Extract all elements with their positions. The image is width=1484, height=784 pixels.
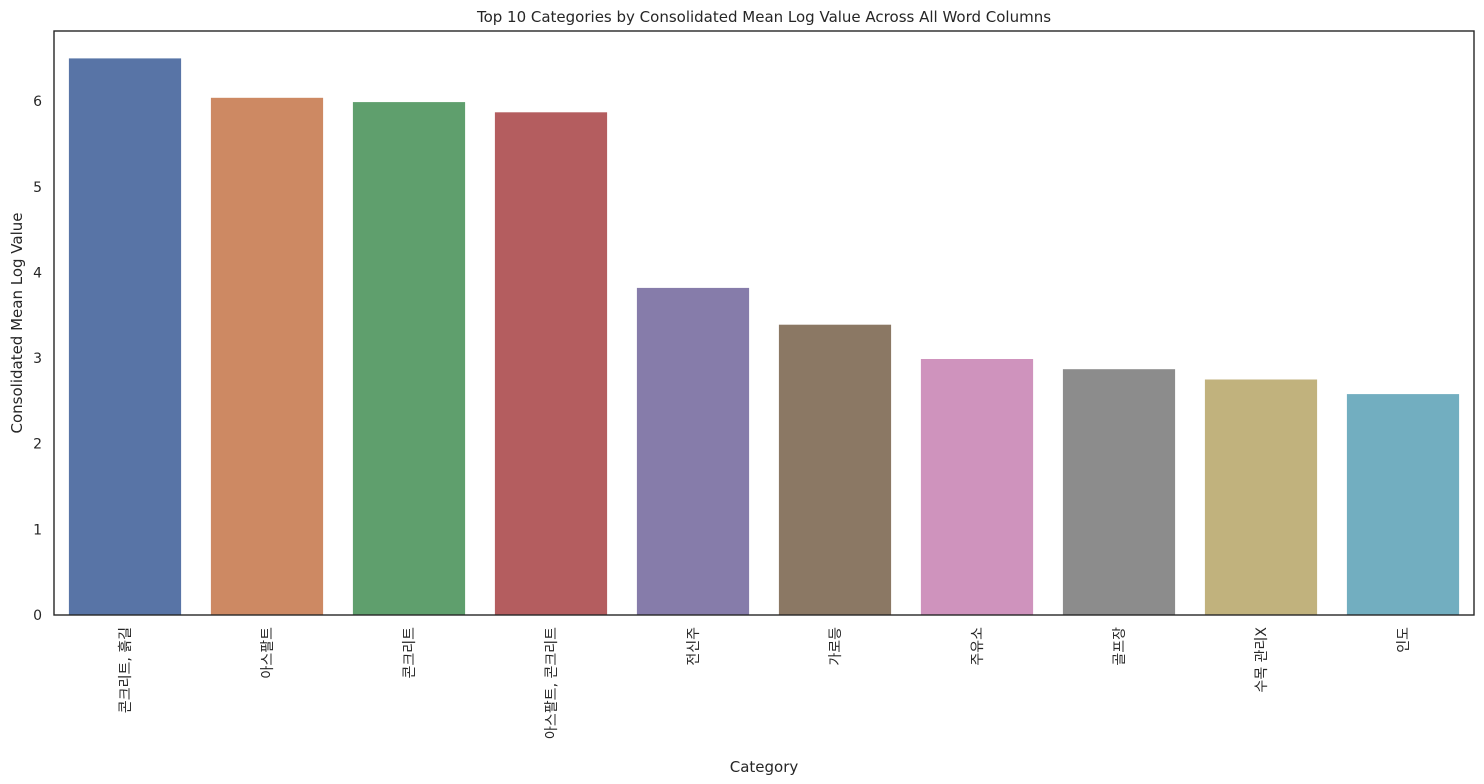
y-tick-label: 1 (33, 522, 42, 538)
y-tick-label: 2 (33, 437, 42, 453)
x-tick-label: 아스팔트, 콘크리트 (544, 627, 560, 739)
chart-title: Top 10 Categories by Consolidated Mean L… (476, 8, 1051, 26)
x-tick-label: 아스팔트 (260, 627, 276, 679)
x-tick-label: 콘크리트, 흙길 (118, 627, 134, 713)
x-axis-label: Category (730, 758, 799, 776)
y-tick-label: 5 (33, 180, 42, 196)
x-tick-label: 주유소 (970, 627, 986, 666)
x-tick-label: 전신주 (686, 627, 702, 666)
x-tick-label: 인도 (1396, 627, 1412, 653)
x-tick-label: 골프장 (1112, 627, 1128, 666)
y-axis-label: Consolidated Mean Log Value (8, 213, 26, 434)
bar-5 (636, 287, 750, 615)
y-tick-label: 4 (33, 266, 42, 282)
x-tick-label: 수목 관리X (1254, 627, 1270, 693)
bar-4 (494, 112, 608, 616)
y-tick-label: 6 (33, 94, 42, 110)
bar-2 (210, 97, 324, 616)
bar-3 (352, 102, 466, 616)
bar-8 (1062, 369, 1176, 615)
bar-9 (1204, 379, 1318, 615)
y-axis-ticks: 0 1 2 3 4 5 6 (33, 94, 42, 624)
y-tick-label: 0 (33, 608, 42, 624)
y-tick-label: 3 (33, 351, 42, 367)
x-tick-label: 가로등 (828, 627, 844, 666)
bar-6 (778, 324, 892, 615)
x-axis-ticks: 콘크리트, 흙길 아스팔트 콘크리트 아스팔트, 콘크리트 전신주 가로등 주유소 골프장 수목… (118, 627, 1412, 739)
bar-1 (68, 58, 182, 615)
bar-10 (1346, 394, 1460, 615)
x-tick-label: 콘크리트 (402, 627, 418, 679)
plot-frame (53, 30, 1475, 616)
bars-group (68, 58, 1460, 616)
bar-7 (920, 359, 1034, 615)
